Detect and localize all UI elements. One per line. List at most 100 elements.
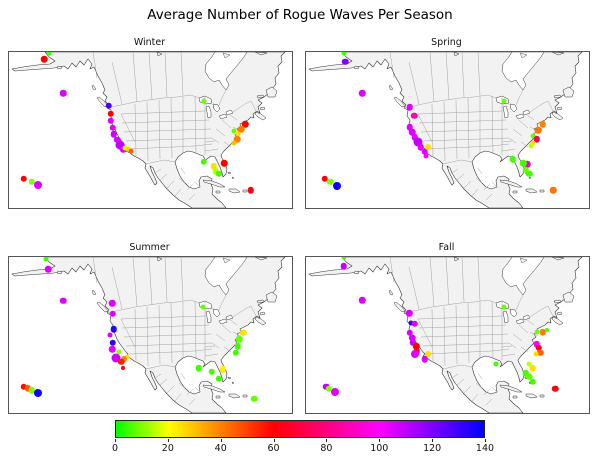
colorbar-tick-mark [167,439,169,442]
data-point [235,335,243,343]
data-point [117,358,125,366]
data-point [113,136,121,144]
data-point [501,98,507,104]
data-point [237,125,245,133]
data-point [501,304,507,310]
data-point [333,182,342,190]
colorbar-tick-mark [432,439,434,442]
subplot-spring: Spring [305,37,590,209]
data-point [59,89,67,97]
colorbar-tick-mark [485,439,486,442]
colorbar-tick-label: 100 [370,443,389,454]
data-point [215,375,223,383]
data-point [522,166,530,174]
data-point [107,110,115,118]
data-point [358,296,366,304]
data-point [533,340,541,348]
data-point [116,349,122,355]
data-point [405,309,413,317]
data-point [545,328,550,332]
data-point [321,175,329,183]
data-point [410,350,419,359]
data-point [529,364,537,372]
data-point [231,128,237,134]
colorbar-tick-mark [115,439,116,442]
data-point [220,159,228,167]
data-point [44,265,52,273]
colorbar-tick-mark [379,439,381,442]
north-america-map [308,257,583,413]
data-point [408,334,416,342]
data-point [417,143,425,151]
colorbar-tick-label: 80 [320,443,333,454]
data-point [325,385,333,393]
data-point [411,320,419,328]
data-point [530,133,536,139]
data-point [125,146,131,152]
data-point [534,126,542,134]
data-point [406,123,414,131]
data-point [232,349,240,357]
subplot-title-winter: Winter [133,37,166,48]
data-point [529,378,537,386]
data-point [539,120,547,128]
data-point [341,58,349,66]
data-point [201,98,207,104]
data-point [493,361,499,367]
data-point [408,320,414,326]
data-point [330,387,339,396]
data-point [115,140,125,150]
colorbar-tick-label: 40 [214,443,227,454]
data-point [215,170,223,178]
subplot-fall: Fall [305,242,590,414]
data-point [412,342,420,350]
data-point [326,178,334,186]
data-point [195,364,203,372]
data-point [411,133,419,141]
data-point [59,297,67,305]
data-point [20,383,28,391]
subplot-title-fall: Fall [438,242,455,253]
data-point [340,262,348,270]
colorbar-tick-label: 60 [267,443,280,454]
data-point [210,162,218,170]
data-point [105,102,113,110]
data-point [421,355,429,363]
data-point [519,159,527,167]
data-point [33,389,42,398]
data-point [421,148,429,156]
data-point [234,342,242,350]
data-point [124,354,130,360]
data-point [20,175,28,183]
colorbar-tick-label: 140 [475,443,495,454]
data-point [239,329,247,337]
data-point [533,351,539,357]
data-point [406,329,414,337]
data-point [509,155,517,163]
map-axes-summer [8,256,293,414]
data-point [200,158,208,166]
data-point [219,365,227,373]
data-point [526,361,532,367]
data-point [109,124,117,132]
data-point [241,120,249,128]
data-point [522,369,530,377]
data-point [528,143,534,149]
data-point [413,137,423,147]
data-point [533,135,541,143]
data-point [409,338,417,346]
data-point [28,178,36,186]
colorbar-tick-mark [220,439,222,442]
data-point [535,344,543,352]
data-point [341,52,347,56]
data-point [121,366,126,371]
data-point [424,144,431,150]
data-point [424,351,431,358]
north-america-map [11,257,286,413]
data-point [525,373,533,381]
map-axes-spring [305,51,590,209]
data-point [408,128,416,136]
north-america-map [308,52,583,208]
data-point [549,186,557,194]
